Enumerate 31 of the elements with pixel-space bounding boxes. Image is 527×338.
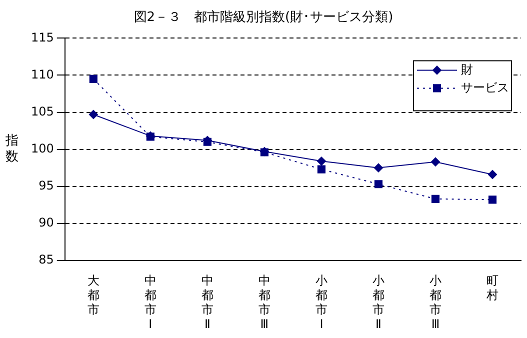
x-tick-label: 小都市Ⅰ [315, 274, 328, 331]
y-tick-label: 115 [31, 30, 54, 44]
x-tick-label: 大都市 [87, 274, 100, 317]
x-tick-label: 小都市Ⅱ [372, 274, 384, 331]
point [89, 74, 98, 83]
chart-title: 図2－３ 都市階級別指数(財･サービス分類) [132, 9, 394, 26]
point [146, 132, 154, 141]
point [374, 180, 383, 188]
point [488, 196, 497, 204]
point [488, 170, 497, 179]
x-tick-label: 中都市Ⅲ [258, 274, 270, 331]
y-axis-title: 指数 [4, 134, 18, 165]
x-tick-label: 小都市Ⅲ [429, 274, 442, 331]
y-tick-label: 105 [31, 104, 54, 118]
y-tick-label: 110 [31, 67, 54, 82]
legend-label: 財 [461, 62, 473, 76]
y-tick-label: 90 [38, 215, 54, 230]
point [260, 148, 268, 156]
y-tick-label: 100 [31, 141, 54, 156]
point [317, 165, 326, 174]
point [374, 163, 383, 172]
x-tick-label: 中都市Ⅰ [144, 274, 156, 331]
y-tick-label: 95 [38, 178, 54, 192]
y-tick-label: 85 [38, 252, 54, 267]
x-tick-label: 中都市Ⅱ [201, 274, 214, 331]
x-tick-label: 町村 [485, 274, 498, 302]
legend-label: サービス [461, 80, 509, 94]
point [88, 110, 98, 119]
point [316, 156, 326, 166]
point [431, 194, 440, 203]
point [430, 157, 440, 166]
